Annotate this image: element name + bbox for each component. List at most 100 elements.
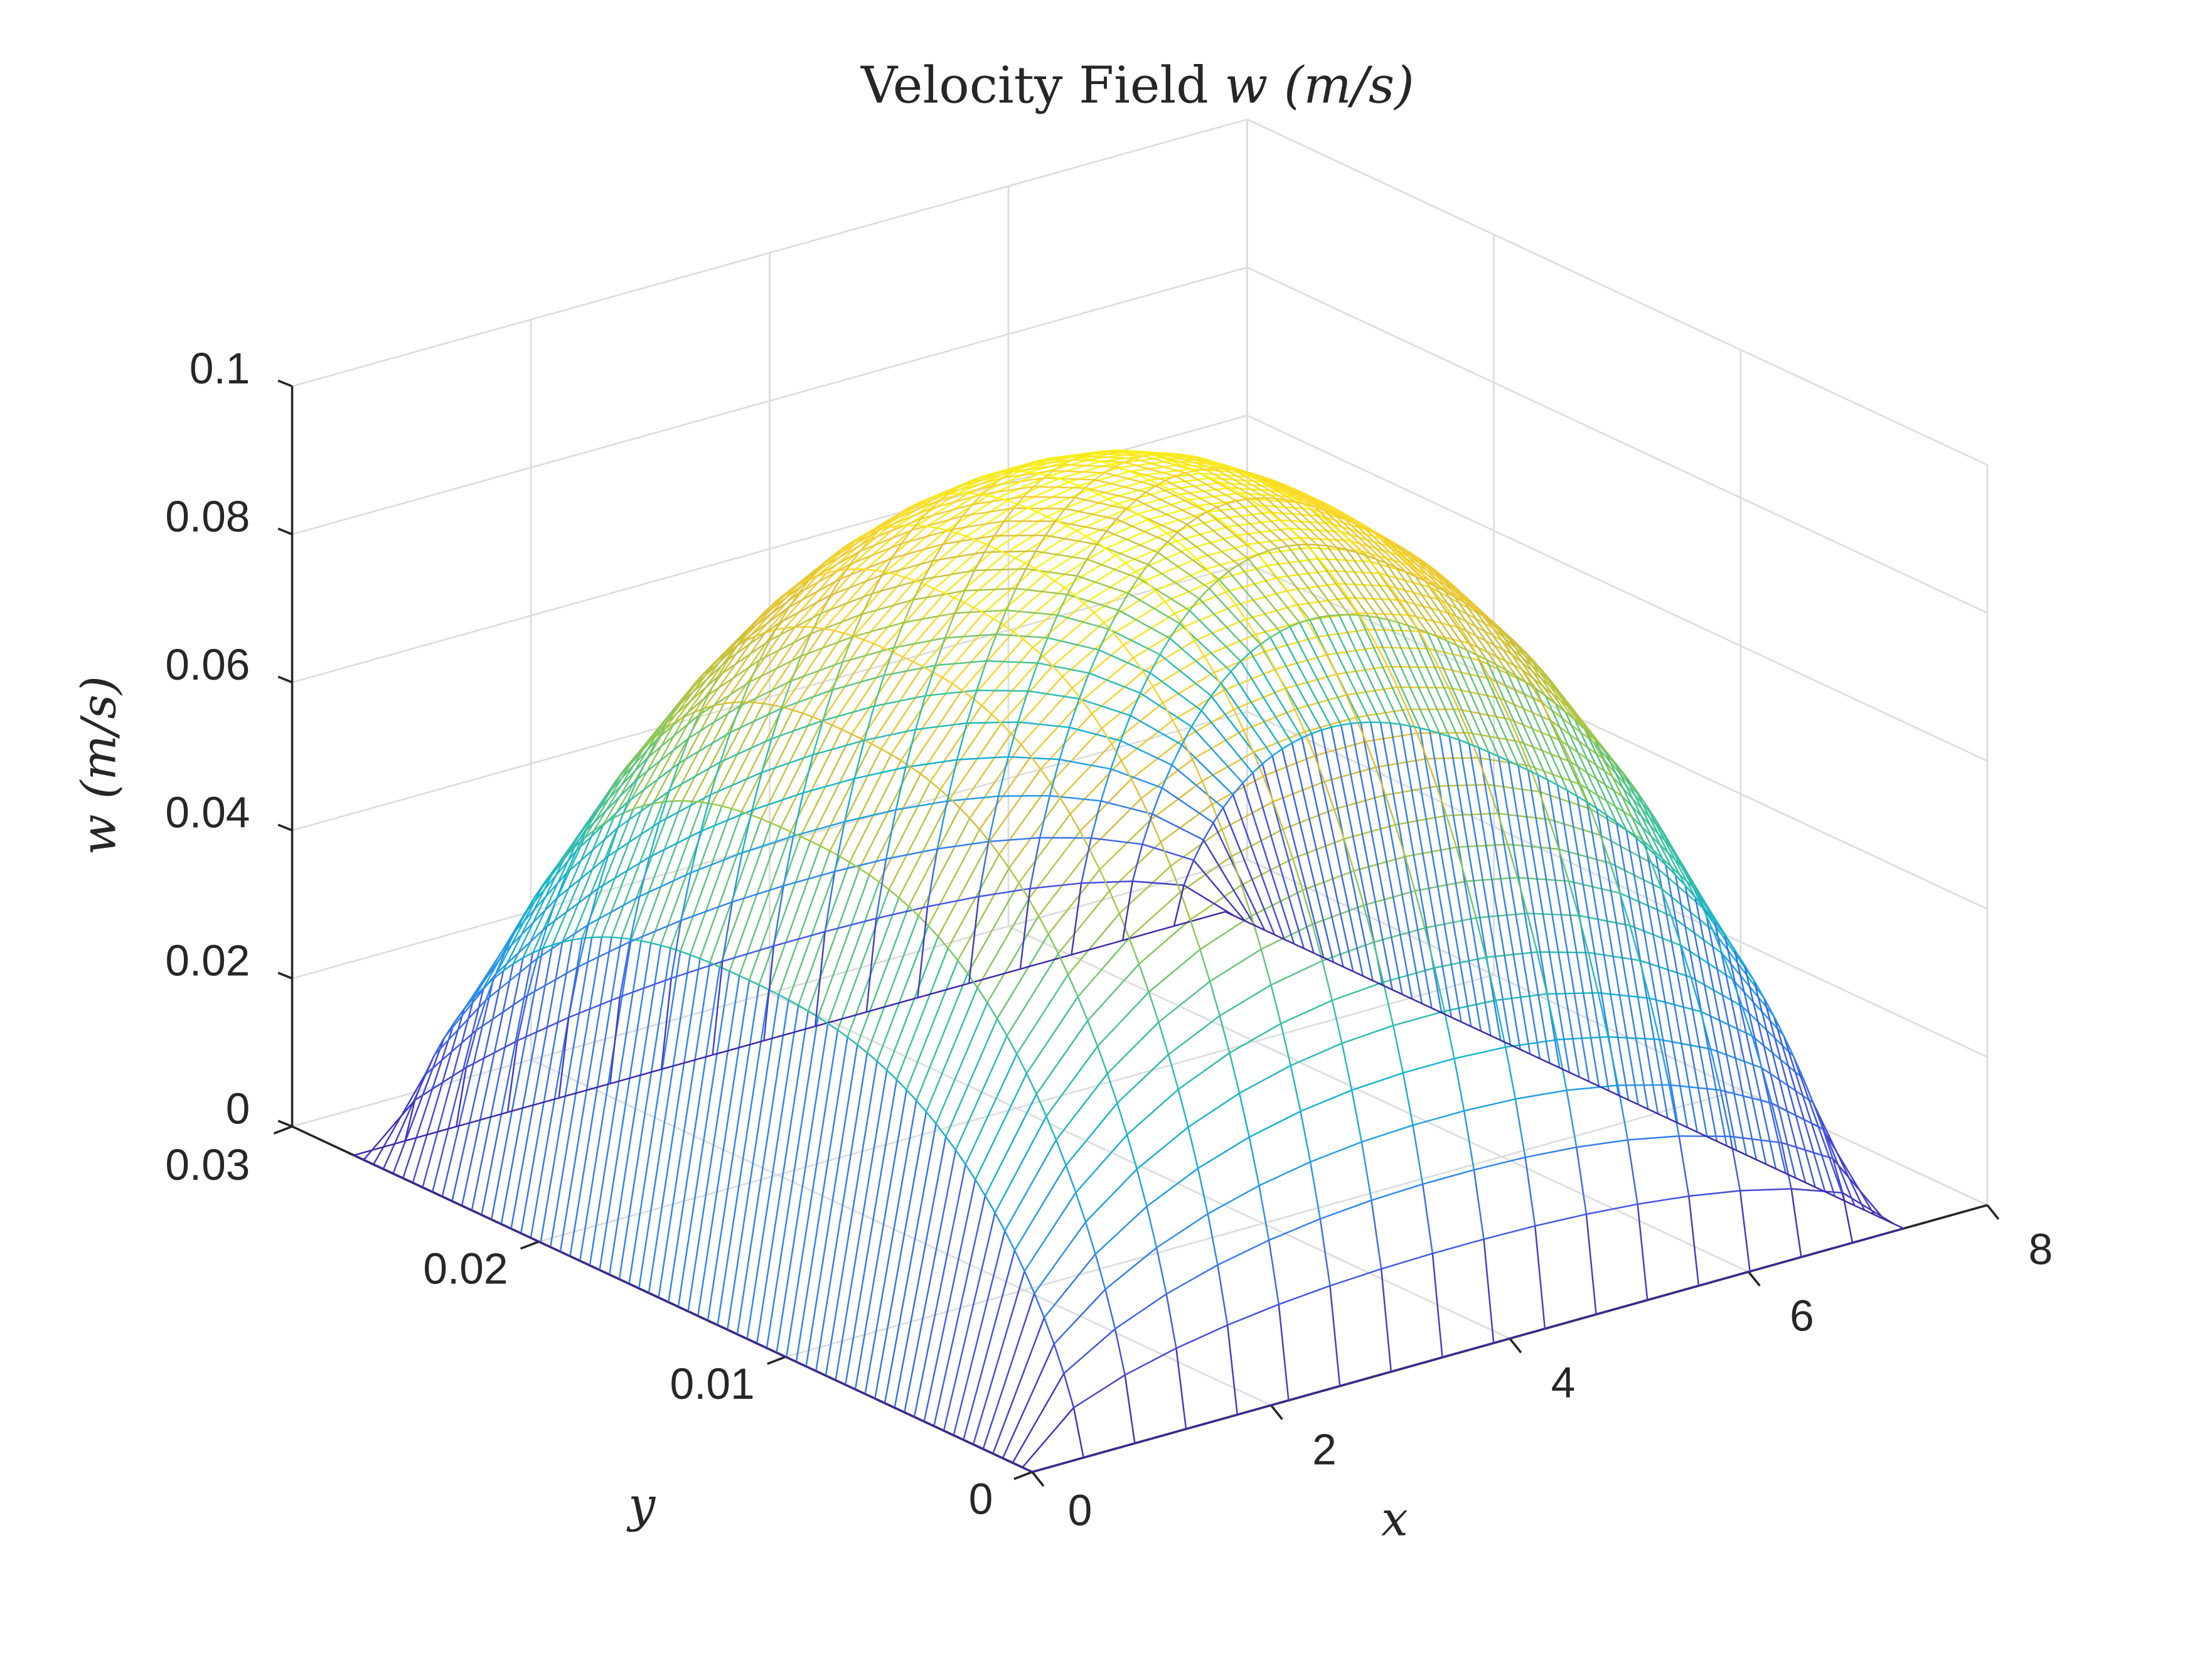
mesh-segment bbox=[638, 954, 692, 1289]
mesh-segment bbox=[1360, 722, 1413, 1000]
mesh-segment bbox=[884, 1123, 937, 1404]
mesh-segment bbox=[1065, 1165, 1077, 1193]
mesh-segment bbox=[791, 661, 843, 682]
mesh-segment bbox=[668, 966, 721, 1303]
mesh-segment bbox=[1199, 915, 1252, 950]
mesh-segment bbox=[1142, 671, 1154, 687]
mesh-segment bbox=[1316, 636, 1327, 656]
mesh-segment bbox=[1168, 1015, 1221, 1056]
mesh-segment bbox=[1249, 498, 1261, 506]
mesh-segment bbox=[1053, 1344, 1065, 1374]
mesh-segment bbox=[953, 1434, 964, 1441]
mesh-segment bbox=[1433, 568, 1444, 577]
mesh-segment bbox=[650, 942, 661, 946]
mesh-segment bbox=[901, 528, 953, 545]
mesh-segment bbox=[564, 847, 575, 858]
mesh-segment bbox=[422, 1186, 433, 1193]
mesh-segment bbox=[1059, 797, 1071, 815]
mesh-segment bbox=[1062, 676, 1073, 688]
mesh-segment bbox=[1598, 992, 1650, 999]
mesh-segment bbox=[1214, 468, 1267, 499]
mesh-segment bbox=[1750, 1256, 1802, 1273]
mesh-segment bbox=[788, 856, 841, 1000]
mesh-segment bbox=[1419, 727, 1472, 1027]
mesh-segment bbox=[925, 689, 977, 697]
mesh-segment bbox=[1579, 1076, 1590, 1083]
mesh-segment bbox=[973, 552, 985, 571]
mesh-segment bbox=[1743, 964, 1797, 1179]
mesh-segment bbox=[515, 912, 526, 932]
mesh-segment bbox=[1037, 637, 1049, 663]
mesh-segment bbox=[1108, 609, 1119, 629]
mesh-segment bbox=[1702, 907, 1714, 931]
mesh-segment bbox=[1500, 1039, 1511, 1046]
mesh-segment bbox=[1700, 1011, 1712, 1049]
mesh-segment bbox=[994, 1116, 1047, 1214]
mesh-segment bbox=[1264, 929, 1275, 936]
mesh-segment bbox=[1133, 455, 1145, 460]
mesh-segment bbox=[1606, 815, 1617, 823]
y-tick-mark bbox=[273, 1125, 293, 1135]
mesh-segment bbox=[1311, 733, 1364, 976]
mesh-segment bbox=[800, 835, 811, 842]
mesh-segment bbox=[1272, 801, 1284, 830]
mesh-segment bbox=[1254, 634, 1266, 652]
mesh-segment bbox=[953, 1231, 1006, 1436]
mesh-segment bbox=[1411, 565, 1422, 577]
mesh-segment bbox=[889, 499, 941, 522]
mesh-segment bbox=[857, 1044, 868, 1054]
x-tick-mark bbox=[1270, 1404, 1283, 1420]
z-tick-label: 0.1 bbox=[190, 344, 250, 393]
mesh-segment bbox=[1374, 532, 1385, 538]
mesh-segment bbox=[617, 790, 670, 828]
mesh-segment bbox=[1537, 951, 1589, 954]
mesh-segment bbox=[1741, 1006, 1753, 1037]
mesh-segment bbox=[500, 944, 553, 1224]
mesh-segment bbox=[668, 762, 680, 792]
mesh-segment bbox=[860, 661, 914, 740]
mesh-segment bbox=[1194, 618, 1246, 642]
mesh-segment bbox=[1283, 483, 1335, 516]
mesh-segment bbox=[1596, 1299, 1648, 1315]
mesh-segment bbox=[694, 707, 705, 713]
mesh-segment bbox=[1190, 884, 1242, 921]
mesh-segment bbox=[1207, 1185, 1260, 1215]
mesh-segment bbox=[1852, 1227, 1905, 1244]
mesh-segment bbox=[1137, 499, 1189, 515]
mesh-segment bbox=[992, 1317, 1045, 1454]
mesh-segment bbox=[712, 1040, 764, 1056]
mesh-segment bbox=[1148, 948, 1201, 993]
mesh-segment bbox=[1584, 729, 1637, 838]
mesh-segment bbox=[1645, 845, 1657, 856]
mesh-segment bbox=[558, 1017, 570, 1098]
mesh-segment bbox=[852, 621, 904, 638]
mesh-segment bbox=[865, 918, 877, 1012]
mesh-segment bbox=[687, 975, 740, 1312]
mesh-segment bbox=[1124, 457, 1135, 463]
mesh-segment bbox=[560, 1251, 571, 1257]
mesh-segment bbox=[1623, 774, 1677, 875]
mesh-segment bbox=[668, 761, 721, 792]
mesh-segment bbox=[1178, 493, 1190, 501]
mesh-segment bbox=[1034, 1293, 1045, 1318]
mesh-segment bbox=[392, 1037, 446, 1174]
mesh-segment bbox=[1529, 765, 1541, 792]
mesh-segment bbox=[1065, 508, 1117, 520]
mesh-segment bbox=[1359, 614, 1369, 618]
mesh-segment bbox=[1508, 760, 1519, 766]
mesh-segment bbox=[986, 915, 1040, 1003]
mesh-segment bbox=[1296, 604, 1308, 621]
mesh-segment bbox=[802, 712, 813, 718]
mesh-segment bbox=[759, 984, 769, 991]
mesh-segment bbox=[793, 821, 845, 837]
mesh-segment bbox=[1467, 649, 1477, 656]
mesh-segment bbox=[1131, 450, 1142, 454]
grid-line bbox=[1246, 414, 1988, 762]
mesh-segment bbox=[1313, 755, 1325, 782]
mesh-segment bbox=[1157, 511, 1209, 527]
mesh-segment bbox=[1020, 744, 1032, 757]
mesh-segment bbox=[1556, 1039, 1568, 1091]
mesh-segment bbox=[1279, 519, 1290, 530]
y-tick-mark bbox=[1013, 1470, 1033, 1480]
mesh-segment bbox=[503, 963, 514, 971]
